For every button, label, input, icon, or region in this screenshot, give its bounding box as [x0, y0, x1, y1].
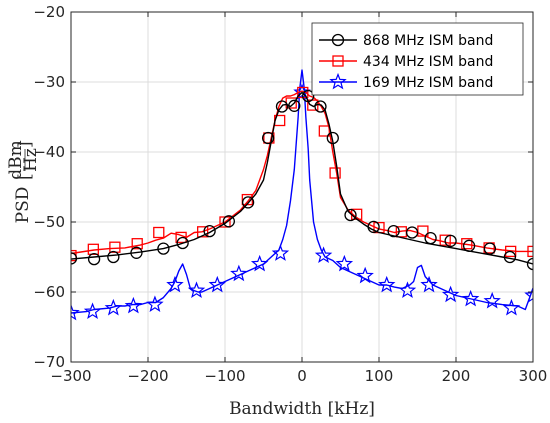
y-tick-label: −30 [33, 73, 65, 91]
legend-label: 434 MHz ISM band [363, 54, 493, 70]
data-point [302, 89, 315, 103]
series-layer [71, 69, 533, 321]
data-point [461, 238, 473, 250]
x-tick-label: 200 [442, 367, 471, 385]
data-point [439, 234, 451, 246]
data-point [107, 250, 120, 264]
data-point [483, 242, 497, 255]
data-point [329, 167, 341, 179]
data-point [314, 246, 333, 264]
data-point [356, 266, 374, 284]
data-point [176, 236, 189, 250]
data-point [483, 291, 501, 309]
data-point [157, 242, 170, 255]
data-point [271, 244, 290, 261]
data-point [461, 289, 480, 307]
legend-item: 169 MHz ISM band [319, 72, 493, 91]
data-point [187, 281, 206, 299]
x-tick-label: 300 [519, 367, 548, 385]
data-point [503, 250, 517, 264]
legend: 868 MHz ISM band 434 MHz ISM band 169 MHz … [311, 22, 524, 96]
x-tick-label: −300 [50, 367, 91, 385]
y-axis-bracket-left: [ [15, 173, 35, 180]
data-point [527, 245, 533, 258]
axis-ticks: −300 −200 −100 0 100 200 300 −70 −60 −50 −40 −30 −20 [33, 3, 547, 385]
data-point [146, 295, 164, 313]
data-point [326, 131, 339, 145]
legend-box [311, 22, 524, 96]
data-point [367, 220, 380, 234]
legend-item: 868 MHz ISM band [319, 33, 493, 49]
data-point [203, 224, 216, 238]
x-tick-label: −100 [204, 367, 245, 385]
data-point [462, 239, 476, 252]
y-tick-label: −40 [33, 143, 65, 161]
y-axis-label-main: PSD [13, 187, 33, 224]
data-point [420, 275, 438, 293]
data-point [197, 226, 209, 238]
legend-label: 868 MHz ISM band [363, 33, 493, 49]
data-point [405, 226, 419, 239]
data-point [153, 226, 165, 239]
data-point [502, 298, 521, 316]
x-tick-label: 0 [297, 367, 307, 385]
legend-marker [331, 33, 345, 47]
y-tick-label: −70 [33, 353, 65, 371]
legend-label: 169 MHz ISM band [363, 75, 493, 91]
data-point [441, 285, 460, 303]
legend-marker [332, 55, 344, 67]
series-line [71, 91, 533, 265]
series-square [71, 86, 533, 262]
data-point [524, 286, 533, 303]
data-point [241, 196, 255, 209]
data-point [175, 231, 187, 244]
data-point [344, 208, 357, 222]
data-point [526, 257, 533, 271]
y-tick-label: −50 [33, 213, 65, 231]
legend-marker [329, 72, 347, 90]
x-axis-label: Bandwidth [kHz] [229, 399, 375, 419]
data-point [444, 234, 457, 248]
series-circle [71, 89, 533, 271]
data-point [275, 100, 289, 113]
data-point [222, 215, 236, 228]
y-axis-unit-denominator: Hz [21, 148, 41, 172]
series-line [71, 69, 533, 314]
y-tick-label: −20 [33, 3, 65, 21]
data-point [505, 245, 517, 258]
y-axis-label: PSD [ dBm Hz ] [6, 140, 41, 223]
data-point [71, 252, 78, 265]
data-point [230, 264, 248, 282]
data-point [314, 100, 327, 113]
data-point [166, 275, 184, 293]
data-point [208, 275, 227, 293]
data-point [71, 303, 80, 321]
data-point [124, 296, 143, 314]
data-point [387, 224, 400, 238]
data-point [131, 238, 143, 250]
data-point [250, 254, 269, 272]
data-point [377, 275, 396, 293]
data-point [424, 231, 437, 245]
data-point [318, 125, 330, 137]
legend-item: 434 MHz ISM band [319, 54, 493, 70]
data-point [261, 131, 275, 145]
series-line [71, 90, 533, 255]
data-point [104, 298, 123, 316]
data-point [83, 302, 102, 320]
x-tick-label: 100 [365, 367, 394, 385]
data-point [335, 254, 354, 272]
y-axis-bracket-right: ] [15, 141, 35, 148]
data-point [398, 281, 417, 299]
data-point [288, 99, 301, 112]
y-tick-label: −60 [33, 283, 65, 301]
data-point [130, 246, 143, 259]
y-axis-unit-numerator: dBm [6, 140, 26, 180]
x-tick-label: −200 [127, 367, 168, 385]
data-point [87, 252, 101, 266]
